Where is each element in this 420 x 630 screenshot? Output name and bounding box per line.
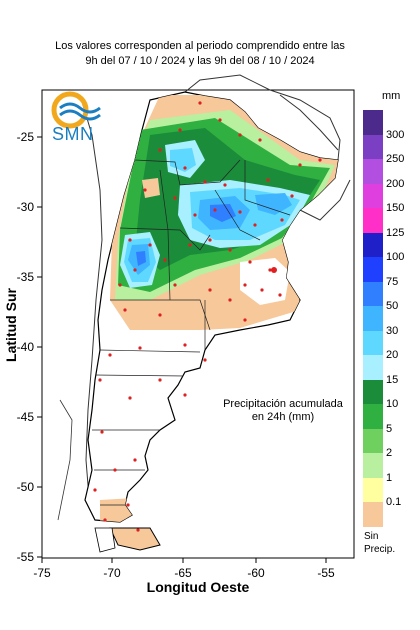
x-tick-label: -70 [103,566,121,580]
legend-swatch [363,281,383,306]
legend-swatch [363,477,383,502]
legend-swatch [363,453,383,478]
y-tick-label: -25 [17,130,35,144]
y-axis-title: Latitud Sur [3,288,19,362]
axis-ticks [37,136,327,563]
legend-label: 20 [386,349,399,361]
legend-label: 5 [386,422,393,435]
legend-swatch [363,134,383,159]
legend-label: 10 [386,398,399,410]
legend-label: 15 [386,373,399,386]
legend-swatch [363,306,383,331]
smn-logo-icon [51,91,101,129]
y-tick-label: -35 [17,270,35,284]
legend-swatch [363,404,383,429]
y-tick-label: -55 [17,550,35,564]
legend-label: 1 [386,471,393,484]
legend-swatch [363,208,383,233]
legend-label: 50 [386,300,399,312]
legend-swatch [363,159,383,184]
legend-label: 250 [386,153,405,165]
tierra-del-fuego [109,527,161,551]
country-borders [79,74,351,511]
map-note: Precipitación acumulada en 24h (mm) [208,398,358,424]
legend-label: 200 [386,177,405,190]
legend-swatch [363,183,383,208]
legend-label: 150 [386,202,405,214]
legend-swatch [363,110,383,135]
legend-label: 300 [386,128,405,141]
legend-swatch [363,379,383,404]
legend-swatch [363,257,383,282]
x-axis-title: Longitud Oeste [147,579,250,595]
legend-swatch [363,428,383,453]
note-line-1: Precipitación acumulada [223,398,343,410]
station-highlight [271,267,277,273]
y-tick-label: -50 [17,480,35,494]
header-line-2: 9h del 07 / 10 / 2024 y las 9h del 08 / … [85,55,315,67]
header-line-1: Los valores corresponden al periodo comp… [55,40,345,52]
y-tick-label: -40 [17,340,35,354]
legend-swatch [363,330,383,355]
legend-label: 30 [386,324,399,337]
legend-label: 125 [386,226,405,239]
station-dots [93,101,322,532]
y-tick-label: -45 [17,410,35,424]
legend-swatch [363,232,383,257]
legend-swatch [363,502,383,527]
province-borders [92,159,291,506]
x-tick-label: -60 [247,566,265,580]
legend-label: 100 [386,251,405,263]
legend-label: 75 [386,275,399,288]
note-line-2: en 24h (mm) [251,411,315,423]
legend-swatch [363,355,383,380]
legend-label: 2 [386,447,393,459]
chile-coast [57,399,73,521]
legend-unit: mm [382,90,401,102]
x-tick-label: -75 [33,566,51,580]
x-tick-label: -65 [174,566,192,580]
legend-no-precip: Sin Precip. [364,531,396,555]
legend-label: 0.1 [386,496,402,508]
y-tick-label: -30 [17,200,35,214]
smn-logo-text: SMN [52,124,94,144]
x-tick-label: -55 [317,566,335,580]
